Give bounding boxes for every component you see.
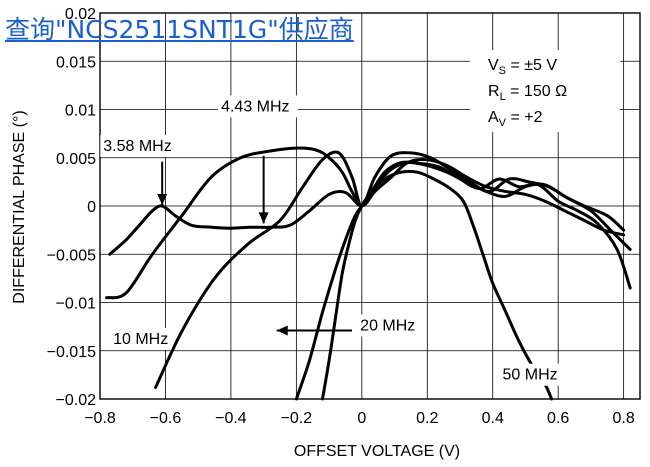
annotations: 3.58 MHz 4.43 MHz 10 MHz 20 MHz 50 MHz [100, 95, 561, 386]
series-line-3-58-mhz [108, 158, 626, 256]
y-tick-label: 0.01 [65, 103, 96, 120]
annotation-label: 20 MHz [360, 317, 415, 334]
x-tick-label: −0.8 [84, 410, 116, 427]
series-line-10-mhz [154, 150, 632, 389]
tick-labels: −0.8 −0.6 −0.4 −0.2 0 0.2 0.4 0.6 0.8 0.02 0.015 0.… [47, 6, 635, 427]
y-tick-label: −0.02 [56, 392, 97, 409]
annotation-bg [100, 134, 180, 157]
annotation-arrowhead [258, 212, 269, 224]
test-conditions: VS = ±5 V RL = 150 Ω AV = +2 [470, 50, 620, 132]
y-axis-title: DIFFERENTIAL PHASE (°) [11, 110, 28, 303]
annotation-bg [218, 95, 298, 118]
annotation-label: 10 MHz [113, 331, 168, 348]
series-line-20-mhz [294, 160, 632, 401]
x-axis-title: OFFSET VOLTAGE (V) [294, 443, 460, 460]
annotation-bg [110, 327, 172, 350]
condition-gain: AV = +2 [488, 109, 543, 129]
x-tick-label: 0 [357, 410, 366, 427]
y-tick-label: 0.015 [56, 54, 96, 71]
supplier-query-link[interactable]: 查询"NCS2511SNT1G"供应商 [5, 15, 354, 44]
annotation-label: 3.58 MHz [103, 138, 171, 155]
y-tick-label: −0.005 [47, 247, 96, 264]
x-tick-label: −0.2 [281, 410, 313, 427]
annotation-bg [357, 314, 419, 337]
x-tick-label: 0.4 [482, 410, 504, 427]
condition-load: RL = 150 Ω [488, 83, 567, 103]
annotation-label: 50 MHz [503, 367, 558, 384]
annotation-arrowhead [276, 325, 288, 336]
series-layer [105, 146, 632, 401]
x-tick-label: −0.4 [215, 410, 247, 427]
series-line-50-mhz [321, 169, 554, 401]
y-tick-label: 0 [87, 199, 96, 216]
annotation-label: 4.43 MHz [221, 98, 289, 115]
x-tick-label: 0.8 [613, 410, 635, 427]
y-tick-label: −0.01 [56, 296, 97, 313]
y-tick-label: 0.005 [56, 151, 96, 168]
condition-supply: VS = ±5 V [488, 57, 557, 77]
plot-border [99, 12, 641, 400]
plot-frame [99, 12, 641, 400]
annotation-bg [499, 363, 561, 386]
y-tick-label: 0.02 [65, 6, 96, 23]
x-tick-label: 0.6 [547, 410, 569, 427]
x-tick-label: −0.6 [150, 410, 182, 427]
x-tick-label: 0.2 [416, 410, 438, 427]
annotation-arrowhead [157, 194, 168, 206]
y-tick-label: −0.015 [47, 344, 96, 361]
